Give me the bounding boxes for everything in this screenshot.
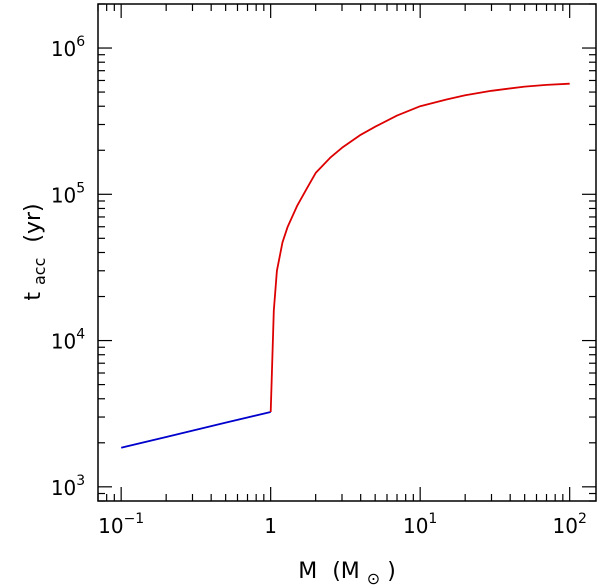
x-axis-label-base: M — [298, 559, 317, 584]
series-line-2 — [269, 82, 570, 413]
x-axis-label-sub: ⊙ — [367, 569, 380, 587]
x-tick-label: 1 — [264, 514, 277, 538]
y-tick-label: 104 — [51, 327, 85, 354]
x-tick-label: 101 — [403, 511, 437, 538]
y-tick-label-base: 10 — [51, 37, 76, 61]
x-tick-label-exponent: 1 — [428, 511, 437, 527]
y-tick-label: 105 — [51, 180, 85, 207]
x-tick-label-base: 1 — [264, 514, 277, 538]
x-tick-label-base: 10 — [552, 514, 577, 538]
y-tick-label-exponent: 3 — [76, 473, 85, 489]
x-tick-label: 102 — [552, 511, 586, 538]
y-tick-label-exponent: 6 — [76, 34, 85, 50]
y-axis-label-sub: acc — [30, 258, 49, 285]
x-tick-label-base: 10 — [403, 514, 428, 538]
y-axis-label-base: t — [21, 292, 46, 301]
x-tick-label-exponent: 2 — [578, 511, 587, 527]
y-tick-label-base: 10 — [51, 183, 76, 207]
y-tick-label-exponent: 5 — [76, 180, 85, 196]
x-axis-label-close: ) — [387, 559, 396, 584]
y-axis-label-unit: (yr) — [21, 203, 46, 242]
y-tick-label-exponent: 4 — [76, 327, 85, 343]
y-tick-label-base: 10 — [51, 330, 76, 354]
series — [120, 82, 570, 449]
x-tick-label: 10−1 — [98, 511, 144, 538]
x-tick-label-base: 10 — [98, 514, 123, 538]
y-axis-label: t acc (yr) — [21, 203, 51, 300]
series-line-1 — [120, 411, 271, 449]
plot-frame — [97, 3, 597, 502]
x-axis-label-open: (M — [332, 559, 360, 584]
y-tick-label: 106 — [51, 34, 85, 61]
y-tick-label-base: 10 — [51, 476, 76, 500]
ticks — [97, 3, 596, 502]
y-tick-label: 103 — [51, 473, 85, 500]
x-tick-label-exponent: −1 — [124, 511, 145, 527]
x-axis-label: M (M ⊙ ) — [298, 559, 396, 587]
